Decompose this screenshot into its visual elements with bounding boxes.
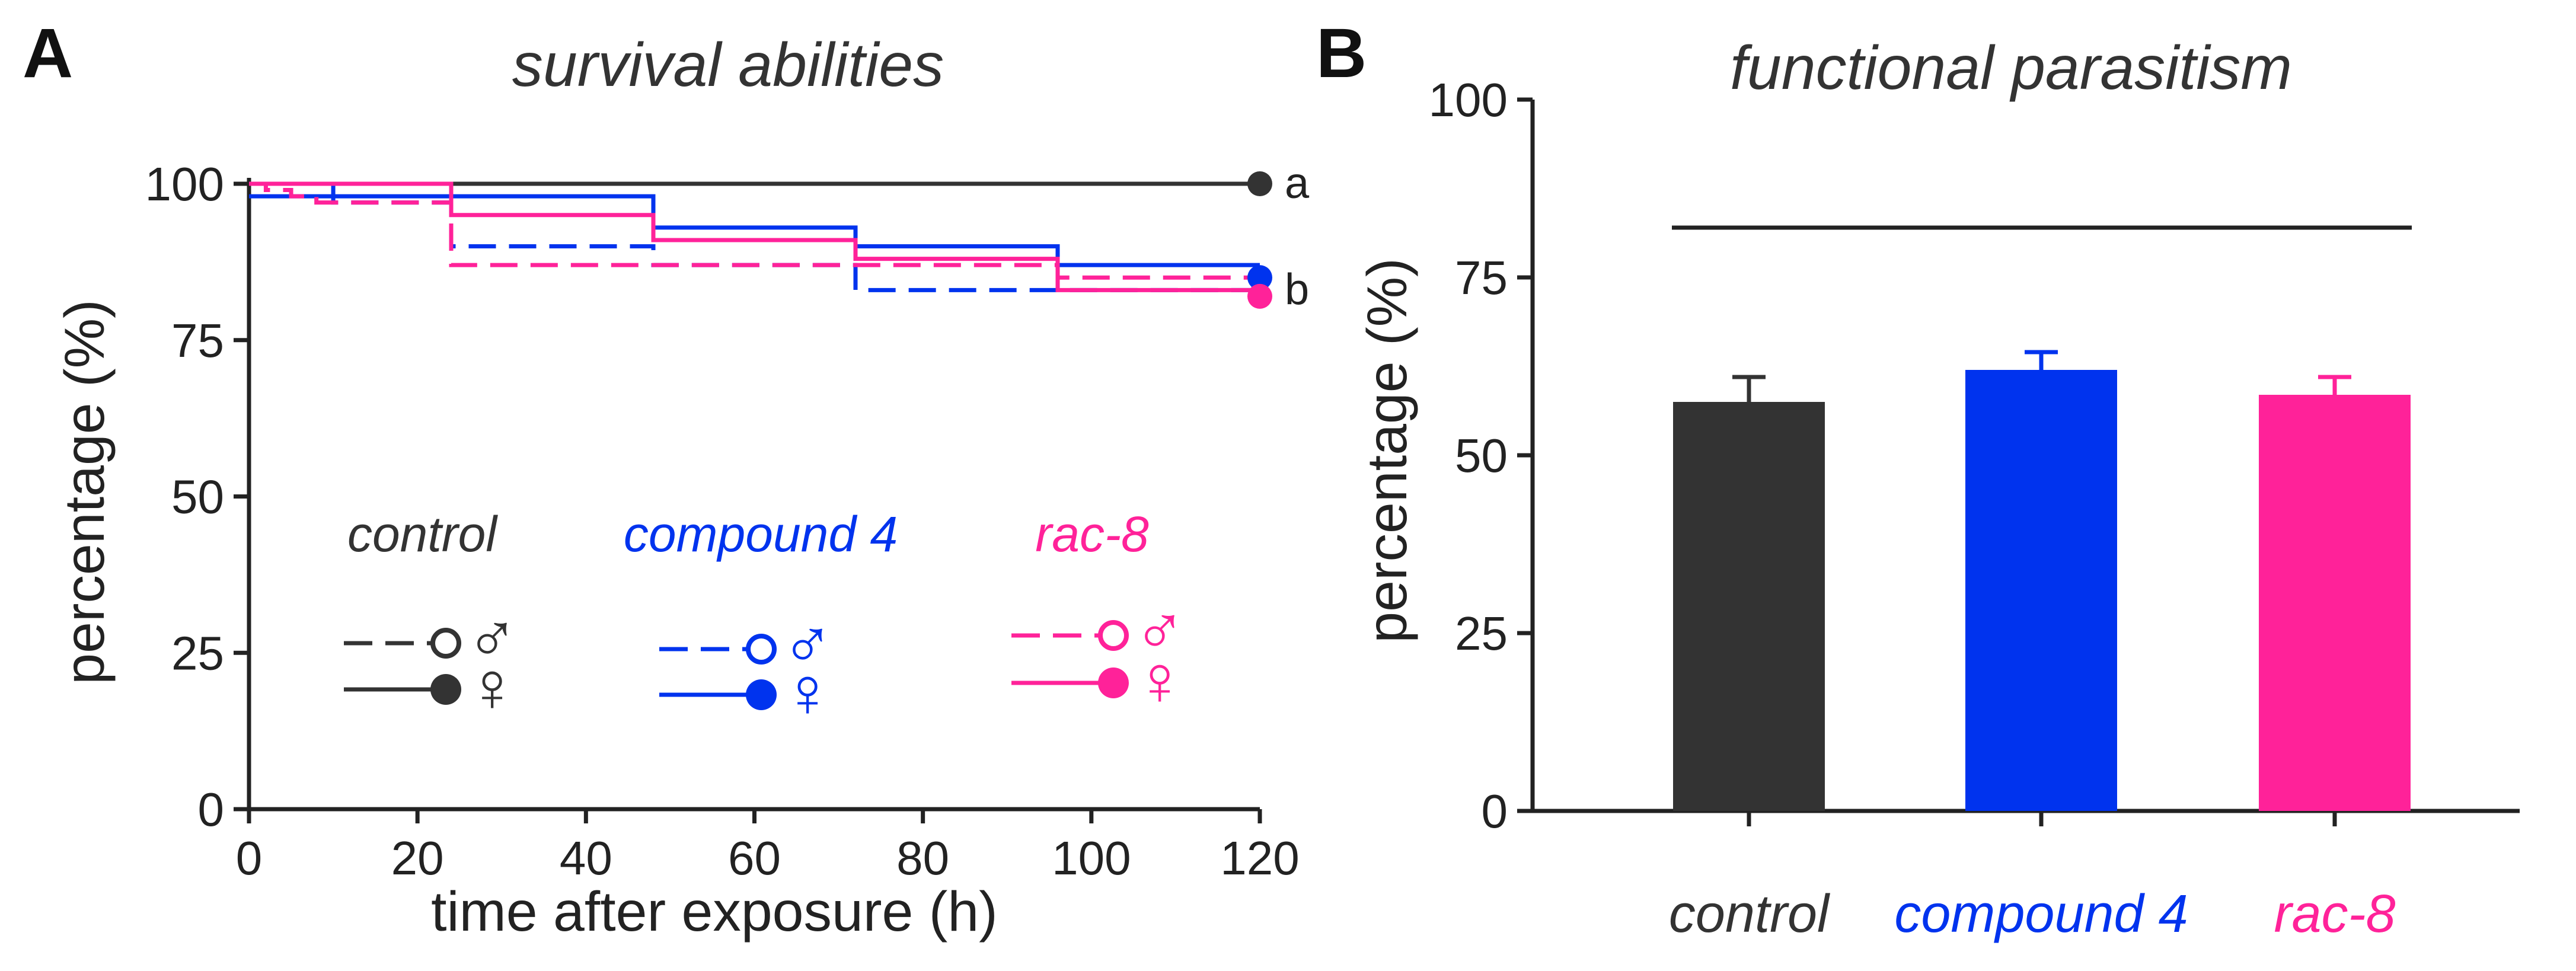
legend-group-label: control xyxy=(347,506,498,562)
legend-marker-male xyxy=(430,628,461,659)
female-symbol-icon: ♀ xyxy=(781,653,834,732)
y-tick-label: 100 xyxy=(145,158,224,210)
male-symbol-icon: ♂ xyxy=(1134,592,1186,670)
category-label: compound 4 xyxy=(1894,884,2188,944)
y-tick-label: 100 xyxy=(1429,74,1508,126)
x-tick-label: 80 xyxy=(896,832,949,884)
x-tick-label: 120 xyxy=(1220,832,1299,884)
category-label: control xyxy=(1669,884,1831,944)
endpoint-marker-rac xyxy=(1247,283,1272,309)
y-axis-label: percentage (%) xyxy=(1356,258,1419,643)
x-tick-label: 40 xyxy=(560,832,612,884)
survival-series-rac-female xyxy=(249,181,1260,292)
significance-letter: a xyxy=(1285,158,1310,207)
category-label: rac-8 xyxy=(2274,884,2395,944)
x-axis-label: time after exposure (h) xyxy=(431,880,998,943)
parasitism-chart-title: functional parasitism xyxy=(1730,34,2292,103)
female-symbol-icon: ♀ xyxy=(466,648,519,726)
bar-control xyxy=(1673,402,1825,811)
endpoint-marker-compound xyxy=(1247,265,1272,290)
y-tick-label: 25 xyxy=(1455,607,1508,660)
x-tick-label: 0 xyxy=(236,832,263,884)
y-tick-label: 0 xyxy=(1482,785,1508,838)
legend-marker-male xyxy=(746,634,777,665)
panel-b-letter: B xyxy=(1316,14,1367,92)
bar-rac xyxy=(2259,395,2411,811)
y-tick-label: 75 xyxy=(171,314,224,367)
legend-group-label: compound 4 xyxy=(624,506,898,562)
female-symbol-icon: ♀ xyxy=(1134,641,1186,720)
panel-a-letter: A xyxy=(23,14,73,92)
legend-marker-female xyxy=(430,674,461,705)
x-tick-label: 60 xyxy=(728,832,781,884)
male-symbol-icon: ♂ xyxy=(781,605,834,683)
endpoint-marker-control xyxy=(1247,171,1272,196)
y-axis-label: percentage (%) xyxy=(53,299,116,685)
bar-compound xyxy=(1965,370,2117,811)
significance-letter: b xyxy=(1285,264,1309,314)
legend-marker-male xyxy=(1098,620,1129,651)
y-tick-label: 25 xyxy=(171,627,224,679)
x-tick-label: 100 xyxy=(1052,832,1131,884)
y-tick-label: 75 xyxy=(1455,251,1508,304)
legend-group-label: rac-8 xyxy=(1035,506,1149,562)
male-symbol-icon: ♂ xyxy=(466,599,519,678)
y-tick-label: 50 xyxy=(171,471,224,523)
legend-marker-female xyxy=(746,679,777,710)
legend-marker-female xyxy=(1098,667,1129,698)
survival-chart-title: survival abilities xyxy=(512,31,944,100)
y-tick-label: 0 xyxy=(198,783,225,836)
y-tick-label: 50 xyxy=(1455,429,1508,482)
x-tick-label: 20 xyxy=(391,832,444,884)
